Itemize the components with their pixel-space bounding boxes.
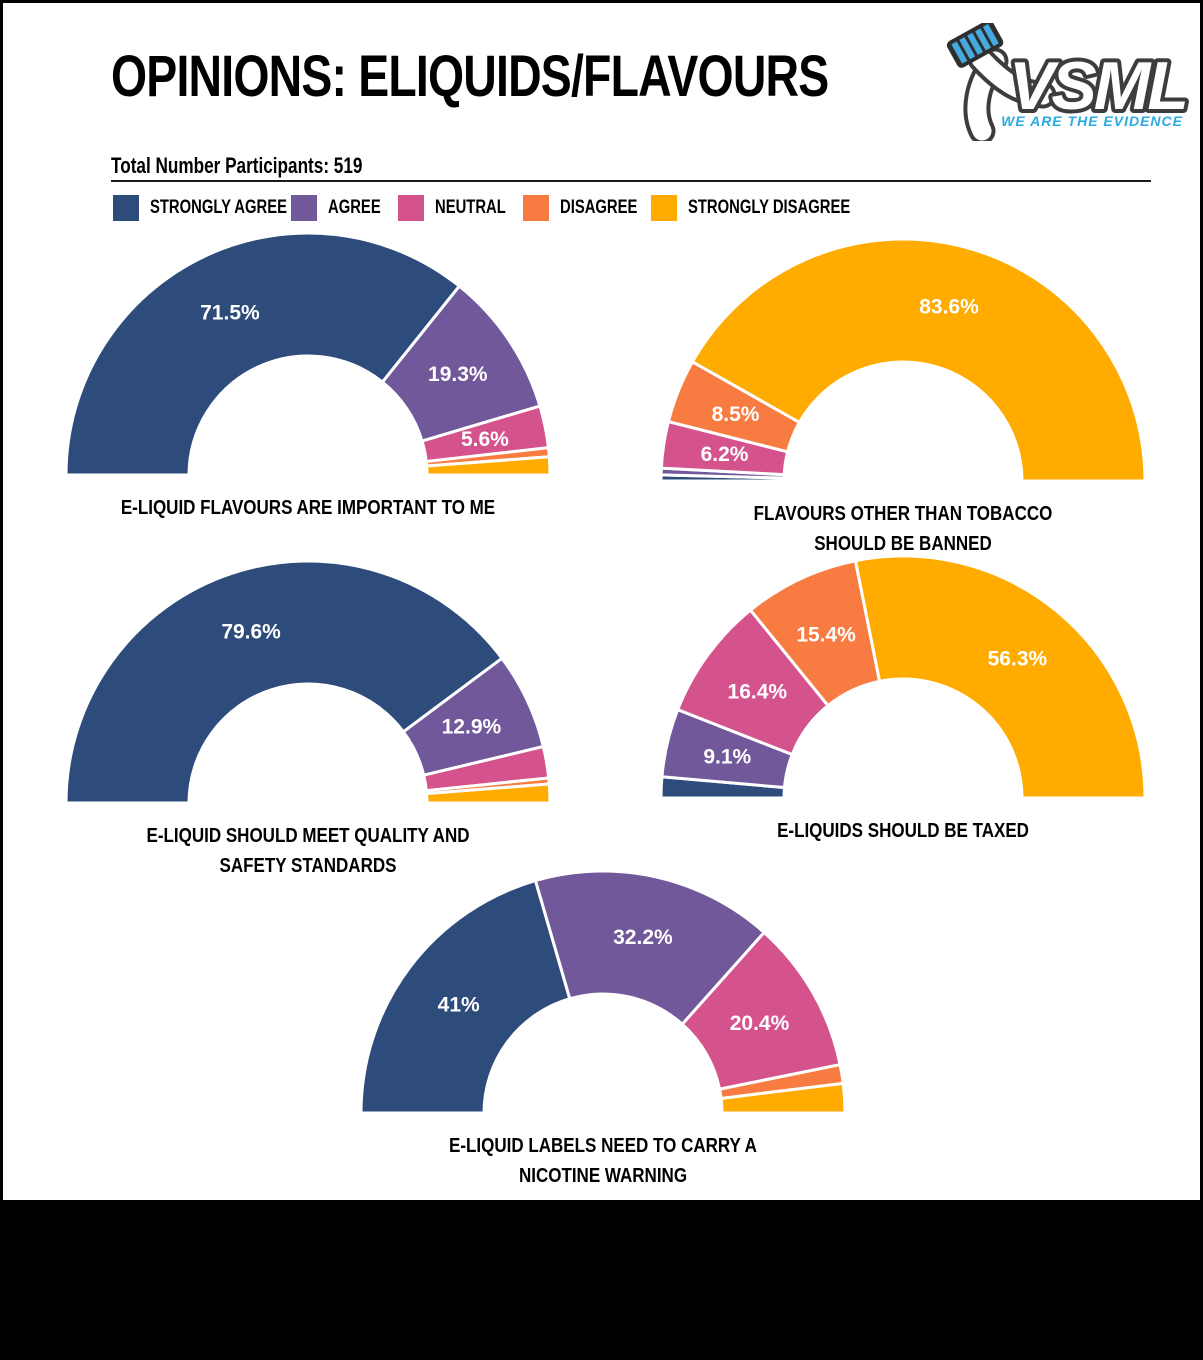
segment-value-label: 71.5% <box>200 301 260 324</box>
chart-caption: E-LIQUID SHOULD MEET QUALITY AND SAFETY … <box>146 825 470 877</box>
gauge-chart-flavours-important: 71.5% 19.3% 5.6% E-LIQUID FLAVOURS ARE IMP… <box>58 213 558 523</box>
legend-swatch-strongly-agree <box>113 195 139 221</box>
legend-label: STRONGLY AGREE <box>150 197 287 218</box>
vsml-logo-svg: VSML VSML WE ARE THE EVIDENCE <box>946 19 1193 145</box>
legend-label: AGREE <box>328 197 381 218</box>
gauge-segment-strongly-agree <box>359 878 572 1115</box>
legend-item-strongly-disagree: STRONGLY DISAGREE <box>651 195 896 221</box>
gauge-segment-strongly-agree <box>64 559 505 805</box>
legend-label: NEUTRAL <box>435 197 506 218</box>
semi-donut-svg: 41% 32.2% 20.4% <box>359 869 847 1115</box>
legend-item-agree: AGREE <box>291 195 396 221</box>
legend-swatch-disagree <box>523 195 549 221</box>
legend-swatch-strongly-disagree <box>651 195 677 221</box>
segment-value-label: 6.2% <box>701 443 749 466</box>
gauge-segment-strongly-agree <box>64 231 462 477</box>
segment-value-label: 8.5% <box>712 403 760 426</box>
brand-text-outline: VSML <box>1009 48 1186 124</box>
segment-value-label: 20.4% <box>730 1012 790 1035</box>
legend-swatch-agree <box>291 195 317 221</box>
logo-tagline: WE ARE THE EVIDENCE <box>1001 113 1183 129</box>
header-divider <box>111 180 1151 182</box>
chart-caption: E-LIQUIDS SHOULD BE TAXED <box>777 820 1029 842</box>
semi-donut-svg: 79.6% 12.9% <box>64 559 552 805</box>
chart-caption: E-LIQUID LABELS NEED TO CARRY A NICOTINE… <box>449 1135 757 1187</box>
chart-caption: E-LIQUID FLAVOURS ARE IMPORTANT TO ME <box>120 497 496 519</box>
semi-donut-svg: 71.5% 19.3% 5.6% <box>64 231 552 477</box>
segment-value-label: 41% <box>438 994 480 1017</box>
gauge-chart-taxed: 9.1% 16.4% 15.4% 56.3% E-LIQUIDS SHOULD BE … <box>653 536 1153 846</box>
gauge-chart-nicotine-warning: 41% 32.2% 20.4% E-LIQUID LABELS NEED TO CA… <box>353 851 853 1191</box>
segment-value-label: 56.3% <box>988 647 1048 670</box>
chart-caption: FLAVOURS OTHER THAN TOBACCO SHOULD BE BA… <box>753 503 1053 555</box>
gauge-canvas: 9.1% 16.4% 15.4% 56.3% <box>653 536 1153 811</box>
segment-value-label: 79.6% <box>221 621 281 644</box>
legend-item-neutral: NEUTRAL <box>398 195 526 221</box>
brand-text: VSML <box>1009 48 1186 124</box>
gauge-chart-flavours-banned: 6.2% 8.5% 83.6% FLAVOURS OTHER THAN TOBACC… <box>653 219 1153 559</box>
legend-item-disagree: DISAGREE <box>523 195 659 221</box>
gauge-canvas: 41% 32.2% 20.4% <box>353 851 853 1126</box>
segment-value-label: 9.1% <box>703 746 751 769</box>
ribbon-icon <box>946 19 1057 145</box>
footer-bar <box>3 1200 1200 1357</box>
legend-item-strongly-agree: STRONGLY AGREE <box>113 195 326 221</box>
semi-donut-svg: 9.1% 16.4% 15.4% 56.3% <box>659 554 1147 800</box>
segment-value-label: 16.4% <box>728 680 788 703</box>
gauge-chart-quality-standards: 79.6% 12.9% E-LIQUID SHOULD MEET QUALITY … <box>58 541 558 881</box>
legend-label: DISAGREE <box>560 197 638 218</box>
segment-value-label: 83.6% <box>919 296 979 319</box>
semi-donut-svg: 6.2% 8.5% 83.6% <box>659 237 1147 483</box>
segment-value-label: 19.3% <box>428 363 488 386</box>
segment-value-label: 15.4% <box>796 624 856 647</box>
participants-label: Total Number Participants: 519 <box>111 153 363 178</box>
gauge-segment-strongly-disagree <box>425 455 552 477</box>
gauge-segment-strongly-disagree <box>690 237 1147 483</box>
gauge-segment-strongly-disagree <box>719 1081 847 1115</box>
legend-swatch-neutral <box>398 195 424 221</box>
gauge-segment-strongly-disagree <box>853 554 1147 800</box>
legend-label: STRONGLY DISAGREE <box>688 197 851 218</box>
gauge-segment-agree <box>533 869 767 1027</box>
gauge-canvas: 71.5% 19.3% 5.6% <box>58 213 558 488</box>
page-title: OPINIONS: ELIQUIDS/FLAVOURS <box>111 44 829 109</box>
segment-value-label: 5.6% <box>461 428 509 451</box>
gauge-canvas: 79.6% 12.9% <box>58 541 558 816</box>
segment-value-label: 12.9% <box>442 715 502 738</box>
segment-value-label: 32.2% <box>613 926 673 949</box>
gauge-segment-strongly-disagree <box>425 782 552 805</box>
ribbon-striped-cap <box>946 19 1004 68</box>
vsml-logo: VSML VSML WE ARE THE EVIDENCE <box>945 19 1193 145</box>
gauge-canvas: 6.2% 8.5% 83.6% <box>653 219 1153 494</box>
